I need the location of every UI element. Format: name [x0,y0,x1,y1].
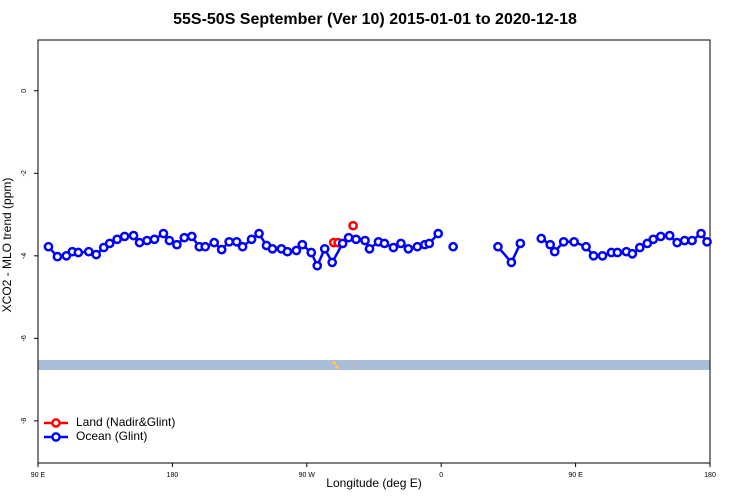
data-point [112,234,122,245]
plot-frame [37,39,711,464]
data-point [696,228,706,239]
data-point [506,257,517,268]
map-strip [38,360,710,370]
x-tick-label: 90 W [299,472,316,479]
data-point [545,239,556,250]
data-point [306,247,317,258]
data-point [267,243,278,254]
data-point [351,234,361,245]
data-point [52,251,63,262]
data-point [83,246,94,257]
data-point [597,250,608,261]
chart-title: 55S-50S September (Ver 10) 2015-01-01 to… [173,11,577,28]
x-tick-label: 90 E [568,472,583,479]
data-point [231,236,242,247]
y-axis-label: XCO2 - MLO trend (ppm) [0,178,14,313]
data-point [403,243,414,254]
data-point [327,257,338,268]
y-tick-label: -6 [21,335,28,341]
data-point [634,242,645,253]
data-point [581,241,591,252]
data-point [164,235,175,246]
legend-marker [51,418,61,428]
map-speck [335,365,339,369]
map-speck [351,362,353,364]
x-tick-label: 90 E [31,472,46,479]
y-tick-label: -2 [21,170,28,176]
data-point [337,238,348,249]
data-point [687,235,697,246]
data-point [209,237,220,248]
y-tick-label: -4 [21,253,28,259]
data-point [224,236,234,247]
data-point [73,247,84,258]
data-point [179,232,190,243]
data-point [702,236,712,247]
data-point [549,246,560,257]
data-point [672,237,682,248]
data-point [379,238,390,249]
data-point [612,247,623,258]
data-point [291,245,302,256]
data-point [186,231,197,242]
data-point [536,233,547,244]
data-point [158,228,169,239]
data-point [396,238,406,249]
legend-marker [51,432,61,442]
data-point [119,231,130,242]
data-point [282,246,293,257]
x-tick-label: 0 [439,472,443,479]
data-point [200,241,211,252]
data-point [433,228,444,239]
data-point [448,241,458,252]
data-point [348,220,358,231]
x-axis-label: Longitude (deg E) [326,476,421,490]
data-point [312,260,323,271]
data-point [664,230,675,241]
data-point [493,241,503,252]
legend-label: Ocean (Glint) [76,429,147,443]
data-point [343,232,354,243]
data-point [149,234,160,245]
data-point [655,231,666,242]
x-tick-label: 180 [167,472,179,479]
data-point [128,230,139,241]
data-point [216,244,227,255]
data-point [91,249,102,260]
data-point [627,248,638,259]
data-point [515,238,526,249]
x-tick-label: 180 [704,472,716,479]
data-point [246,234,257,245]
data-point [424,238,435,249]
data-point [558,236,569,247]
data-point [412,241,423,252]
data-point [648,234,659,245]
data-point [679,235,690,246]
data-point [388,242,399,253]
y-tick-label: -8 [21,418,28,424]
data-point [172,239,182,250]
map-speck [332,361,336,365]
data-point [43,241,54,252]
data-point [142,235,152,246]
data-point [360,235,370,246]
y-tick-label: 0 [21,89,28,93]
data-point [319,243,330,254]
data-point [254,228,264,239]
data-point [237,241,248,252]
data-point [297,239,308,250]
data-point [104,238,115,249]
data-point [569,236,579,247]
data-point [134,237,145,248]
data-point [588,250,599,261]
data-point [364,243,375,254]
legend-label: Land (Nadir&Glint) [76,415,175,429]
